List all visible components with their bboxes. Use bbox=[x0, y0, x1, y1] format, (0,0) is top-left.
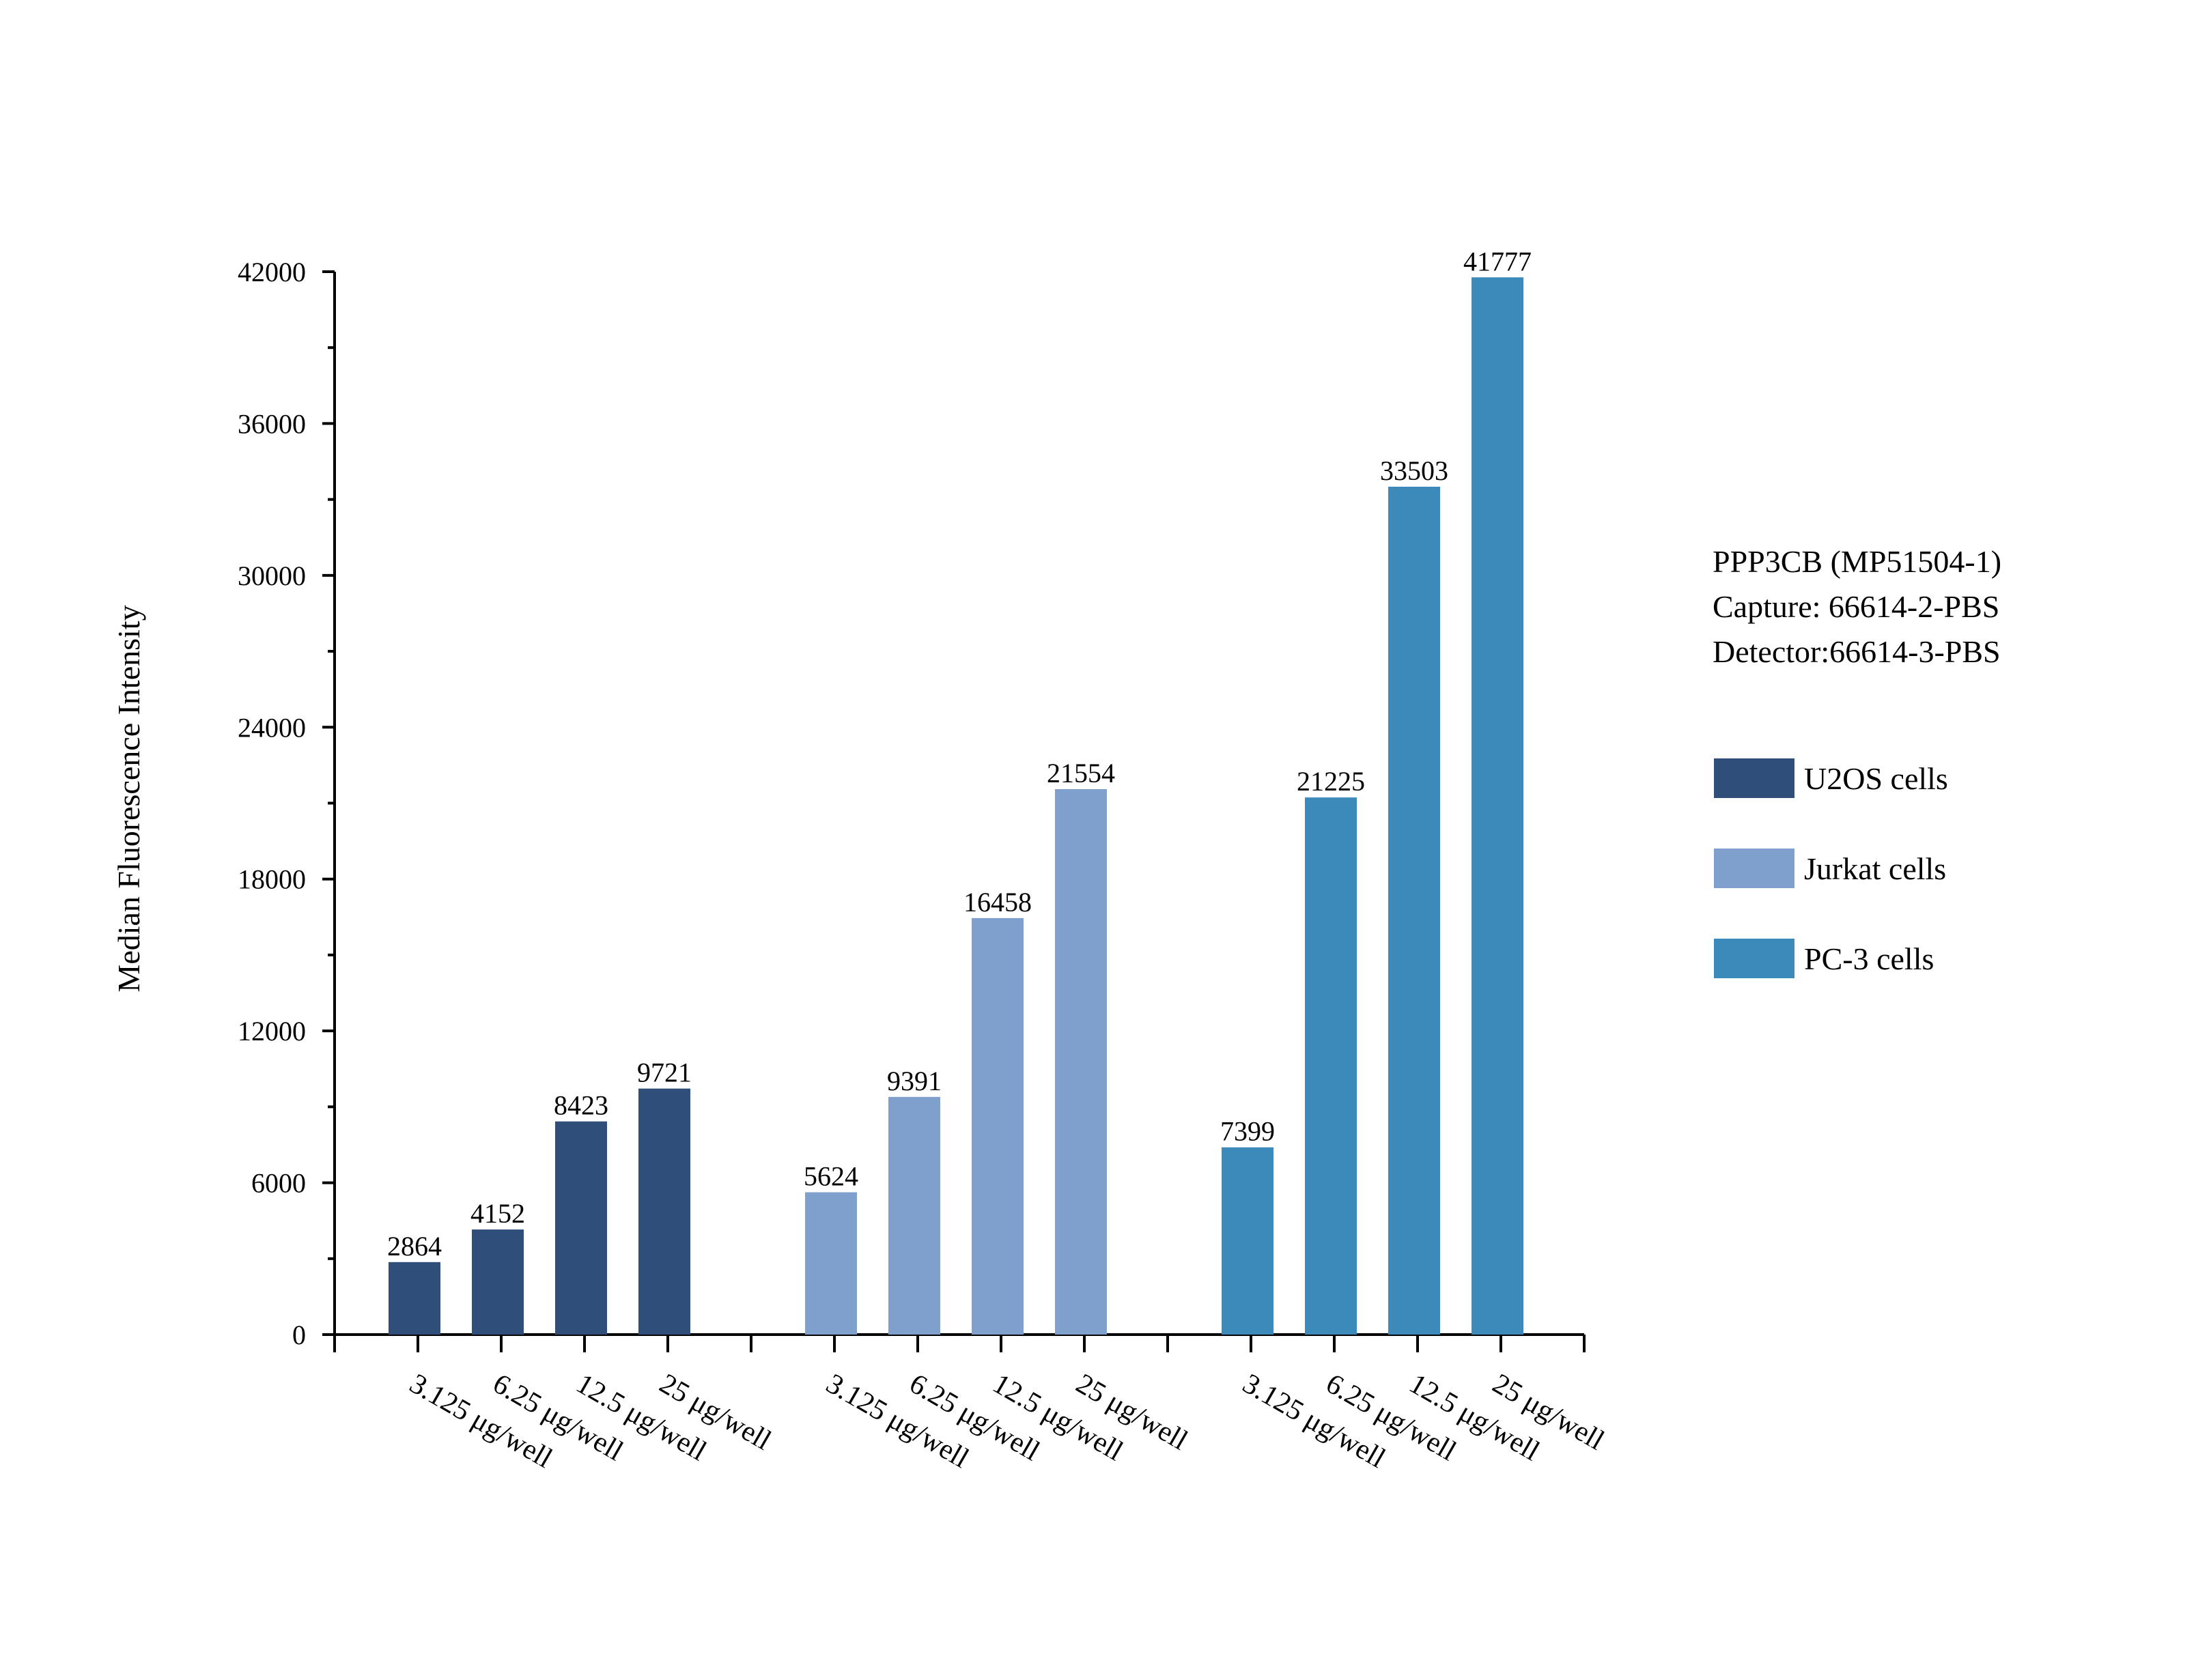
y-tick-label: 18000 bbox=[238, 864, 306, 895]
legend-swatch-jurkat bbox=[1714, 849, 1794, 888]
y-axis-title: Median Fluorescence Intensity bbox=[111, 605, 146, 992]
legend-swatch-pc3 bbox=[1714, 939, 1794, 978]
data-label-u2os-2: 8423 bbox=[554, 1090, 608, 1121]
assay-target: PPP3CB (MP51504-1) bbox=[1713, 544, 2002, 579]
legend-item-pc3: PC-3 cells bbox=[1714, 938, 1948, 979]
data-label-jurkat-1: 9391 bbox=[887, 1066, 942, 1096]
bar-u2os-0 bbox=[389, 1262, 440, 1335]
y-tick-label: 6000 bbox=[251, 1168, 306, 1199]
assay-detector: Detector:66614-3-PBS bbox=[1713, 634, 2001, 669]
y-tick-label: 12000 bbox=[238, 1016, 306, 1047]
y-tick-label: 42000 bbox=[238, 257, 306, 287]
bar-u2os-1 bbox=[472, 1229, 524, 1335]
data-label-u2os-0: 2864 bbox=[387, 1231, 442, 1262]
y-tick-label: 36000 bbox=[238, 408, 306, 439]
bar-jurkat-2 bbox=[972, 917, 1024, 1335]
data-label-u2os-1: 4152 bbox=[470, 1198, 525, 1229]
legend: U2OS cells Jurkat cells PC-3 cells bbox=[1714, 758, 1948, 1028]
data-label-u2os-3: 9721 bbox=[637, 1057, 692, 1088]
legend-item-u2os: U2OS cells bbox=[1714, 758, 1948, 799]
bar-pc3-3 bbox=[1472, 277, 1523, 1335]
legend-item-jurkat: Jurkat cells bbox=[1714, 848, 1948, 889]
data-label-pc3-2: 33503 bbox=[1380, 455, 1448, 486]
y-tick-label: 0 bbox=[292, 1320, 306, 1350]
assay-info: PPP3CB (MP51504-1) Capture: 66614-2-PBS … bbox=[1713, 539, 2001, 674]
legend-swatch-u2os bbox=[1714, 758, 1794, 798]
data-labels: 2864 4152 8423 9721 5624 9391 16458 21554 7399 21… bbox=[387, 246, 1532, 1262]
bar-jurkat-3 bbox=[1055, 788, 1107, 1335]
legend-label-pc3: PC-3 cells bbox=[1804, 941, 1934, 976]
legend-label-u2os: U2OS cells bbox=[1804, 760, 1948, 796]
data-label-jurkat-0: 5624 bbox=[804, 1161, 858, 1192]
assay-capture: Capture: 66614-2-PBS bbox=[1713, 589, 2000, 624]
y-axis: 0 6000 12000 18000 24000 30000 36000 42000 bbox=[238, 257, 336, 1350]
y-tick-label: 30000 bbox=[238, 560, 306, 591]
bar-u2os-2 bbox=[555, 1121, 607, 1335]
x-axis bbox=[333, 1333, 1586, 1352]
bar-u2os-3 bbox=[638, 1088, 690, 1335]
bars bbox=[389, 277, 1523, 1335]
data-label-pc3-1: 21225 bbox=[1297, 766, 1365, 797]
bar-pc3-1 bbox=[1305, 797, 1357, 1335]
y-tick-label: 24000 bbox=[238, 712, 306, 743]
bar-jurkat-1 bbox=[888, 1096, 940, 1335]
bar-pc3-0 bbox=[1222, 1147, 1273, 1335]
bar-jurkat-0 bbox=[805, 1192, 857, 1335]
data-label-jurkat-2: 16458 bbox=[963, 887, 1032, 917]
legend-label-jurkat: Jurkat cells bbox=[1804, 851, 1947, 886]
data-label-pc3-0: 7399 bbox=[1220, 1116, 1275, 1147]
data-label-jurkat-3: 21554 bbox=[1047, 758, 1115, 788]
bar-pc3-2 bbox=[1388, 486, 1440, 1335]
data-label-pc3-3: 41777 bbox=[1463, 246, 1532, 276]
